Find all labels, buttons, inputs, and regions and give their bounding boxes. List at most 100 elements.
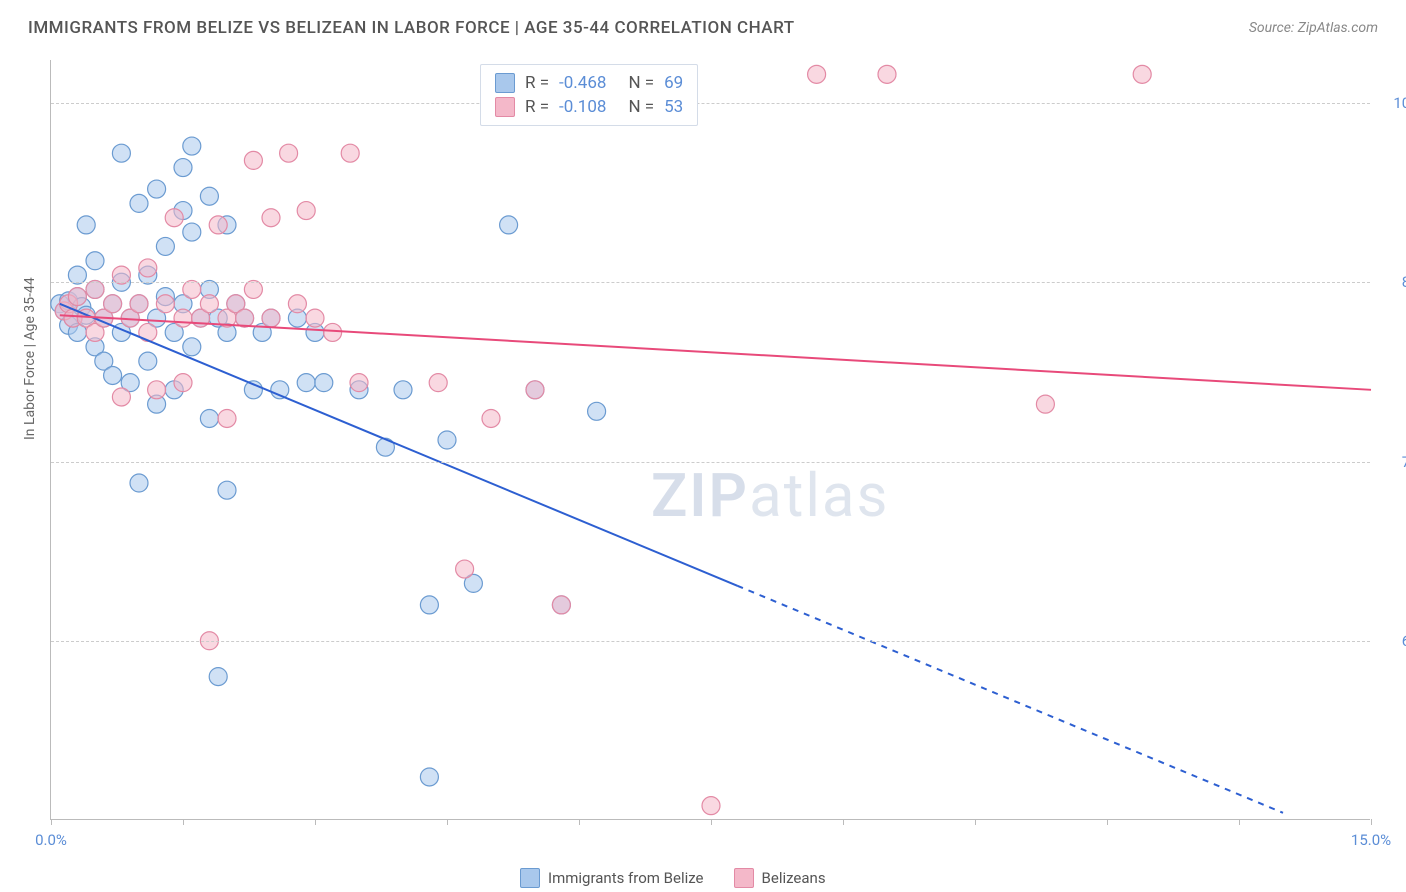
series-legend-item: Belizeans bbox=[734, 868, 826, 888]
stat-r-value: -0.108 bbox=[559, 97, 606, 117]
scatter-point bbox=[68, 288, 86, 306]
scatter-point bbox=[77, 216, 95, 234]
scatter-point bbox=[218, 481, 236, 499]
series-legend-label: Belizeans bbox=[762, 869, 826, 887]
scatter-point bbox=[878, 65, 896, 83]
scatter-point bbox=[218, 409, 236, 427]
gridline bbox=[51, 641, 1370, 642]
x-tick-label-max: 15.0% bbox=[1351, 831, 1391, 849]
source-label: Source: ZipAtlas.com bbox=[1249, 20, 1378, 36]
x-tick bbox=[579, 819, 580, 825]
legend-swatch bbox=[495, 73, 515, 93]
series-legend-label: Immigrants from Belize bbox=[548, 869, 704, 887]
scatter-point bbox=[280, 144, 298, 162]
scatter-point bbox=[174, 309, 192, 327]
y-tick-label: 62.5% bbox=[1402, 632, 1406, 650]
gridline bbox=[51, 462, 1370, 463]
scatter-point bbox=[262, 209, 280, 227]
correlation-legend-row: R = -0.468 N = 69 bbox=[495, 71, 683, 95]
x-tick bbox=[315, 819, 316, 825]
scatter-point bbox=[552, 596, 570, 614]
stat-r-label: R = bbox=[525, 73, 549, 93]
x-tick bbox=[183, 819, 184, 825]
regression-line bbox=[60, 304, 738, 586]
x-tick bbox=[447, 819, 448, 825]
scatter-point bbox=[1133, 65, 1151, 83]
y-axis-label: In Labor Force | Age 35-44 bbox=[22, 277, 38, 440]
series-legend: Immigrants from Belize Belizeans bbox=[520, 868, 826, 888]
scatter-point bbox=[429, 374, 447, 392]
series-legend-item: Immigrants from Belize bbox=[520, 868, 704, 888]
x-tick bbox=[1107, 819, 1108, 825]
scatter-point bbox=[148, 381, 166, 399]
chart-title: IMMIGRANTS FROM BELIZE VS BELIZEAN IN LA… bbox=[28, 18, 795, 38]
x-tick bbox=[711, 819, 712, 825]
scatter-point bbox=[244, 151, 262, 169]
scatter-point bbox=[350, 374, 368, 392]
x-tick-label-min: 0.0% bbox=[35, 831, 67, 849]
x-tick bbox=[843, 819, 844, 825]
scatter-point bbox=[420, 768, 438, 786]
y-tick-label: 75.0% bbox=[1402, 453, 1406, 471]
scatter-point bbox=[200, 409, 218, 427]
legend-swatch bbox=[520, 868, 540, 888]
scatter-point bbox=[200, 295, 218, 313]
scatter-point bbox=[156, 237, 174, 255]
scatter-point bbox=[183, 223, 201, 241]
scatter-point bbox=[315, 374, 333, 392]
scatter-point bbox=[297, 202, 315, 220]
scatter-point bbox=[808, 65, 826, 83]
scatter-point bbox=[482, 409, 500, 427]
scatter-point bbox=[86, 252, 104, 270]
scatter-point bbox=[438, 431, 456, 449]
correlation-legend: R = -0.468 N = 69 R = -0.108 N = 53 bbox=[480, 64, 698, 126]
scatter-point bbox=[165, 209, 183, 227]
scatter-point bbox=[112, 388, 130, 406]
regression-line-extrapolated bbox=[737, 586, 1283, 813]
header: IMMIGRANTS FROM BELIZE VS BELIZEAN IN LA… bbox=[0, 0, 1406, 38]
stat-n-value: 69 bbox=[664, 73, 683, 93]
scatter-point bbox=[288, 295, 306, 313]
scatter-point bbox=[500, 216, 518, 234]
stat-n-value: 53 bbox=[664, 97, 683, 117]
x-tick bbox=[1239, 819, 1240, 825]
scatter-point bbox=[324, 323, 342, 341]
scatter-point bbox=[588, 402, 606, 420]
scatter-point bbox=[456, 560, 474, 578]
stat-r-value: -0.468 bbox=[559, 73, 606, 93]
scatter-point bbox=[209, 668, 227, 686]
gridline bbox=[51, 103, 1370, 104]
scatter-point bbox=[139, 352, 157, 370]
scatter-point bbox=[262, 309, 280, 327]
y-tick-label: 87.5% bbox=[1402, 273, 1406, 291]
y-tick-label: 100.0% bbox=[1393, 94, 1406, 112]
scatter-point bbox=[183, 137, 201, 155]
regression-line bbox=[60, 315, 1371, 390]
scatter-point bbox=[526, 381, 544, 399]
scatter-point bbox=[130, 295, 148, 313]
scatter-point bbox=[200, 187, 218, 205]
stat-n-label: N = bbox=[628, 73, 654, 93]
scatter-point bbox=[702, 797, 720, 815]
scatter-point bbox=[341, 144, 359, 162]
x-tick bbox=[1371, 819, 1372, 825]
scatter-point bbox=[174, 374, 192, 392]
scatter-point bbox=[156, 295, 174, 313]
stat-n-label: N = bbox=[628, 97, 654, 117]
legend-swatch bbox=[495, 97, 515, 117]
scatter-point bbox=[420, 596, 438, 614]
scatter-point bbox=[139, 259, 157, 277]
scatter-point bbox=[174, 159, 192, 177]
scatter-point bbox=[148, 180, 166, 198]
scatter-point bbox=[1036, 395, 1054, 413]
stat-r-label: R = bbox=[525, 97, 549, 117]
scatter-point bbox=[306, 309, 324, 327]
scatter-point bbox=[209, 216, 227, 234]
x-tick bbox=[975, 819, 976, 825]
scatter-point bbox=[130, 474, 148, 492]
scatter-point bbox=[112, 144, 130, 162]
correlation-legend-row: R = -0.108 N = 53 bbox=[495, 95, 683, 119]
scatter-point bbox=[104, 295, 122, 313]
scatter-svg bbox=[51, 60, 1370, 819]
legend-swatch bbox=[734, 868, 754, 888]
